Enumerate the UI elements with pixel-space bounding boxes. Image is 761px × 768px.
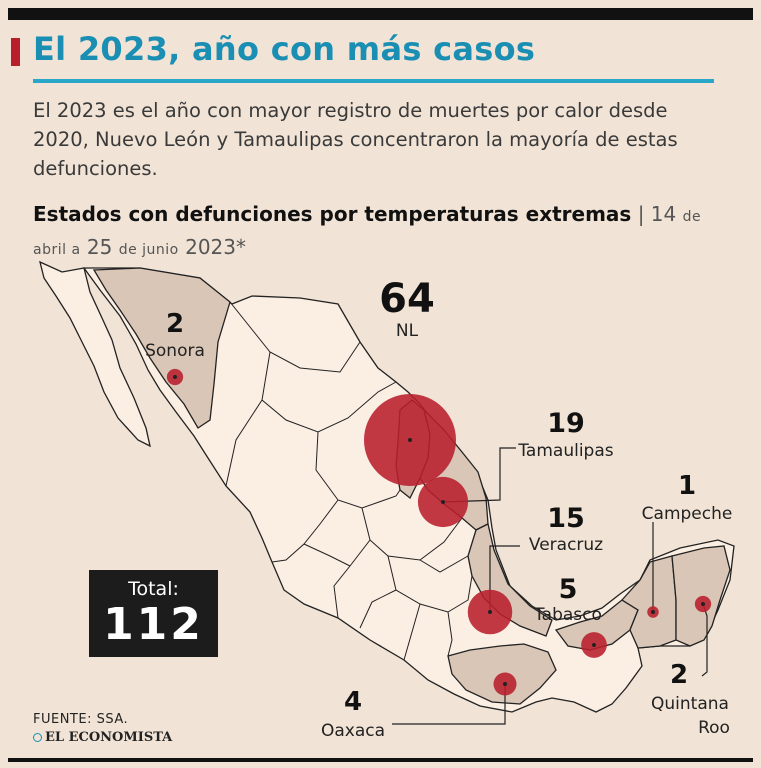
subtitle-year: 2023* [185,235,247,259]
leader-line-tamaulipas [442,447,516,503]
subtitle-separator: | [631,202,651,226]
bubble-center-veracruz [488,610,492,614]
title-rule [33,79,714,83]
source-note: FUENTE: SSA. [33,712,129,727]
top-bar [8,8,753,20]
value-sonora: 2 [166,309,184,339]
subtitle-end-day: 25 [86,235,113,259]
bubble-center-sonora [173,375,177,379]
title-accent [11,38,20,66]
bubble-center-campeche [651,610,655,614]
publisher-logo: EL ECONOMISTA [33,730,172,745]
label-veracruz: Veracruz [529,535,603,555]
value-nl: 64 [379,276,435,322]
value-tabasco: 5 [559,574,578,605]
total-value: 112 [103,599,204,650]
bottom-bar [8,758,753,762]
label-tamaulipas: Tamaulipas [517,441,613,461]
value-tamaulipas: 19 [547,408,585,439]
bubble-center-tabasco [592,643,596,647]
bubble-center-oaxaca [503,682,507,686]
internal-borders [225,301,473,661]
value-veracruz: 15 [547,503,585,534]
total-box: Total: 112 [89,570,218,657]
map-subtitle: Estados con defunciones por temperaturas… [33,199,733,265]
value-oaxaca: 4 [344,687,362,717]
label-sonora: Sonora [145,341,205,361]
value-quintana_roo: 2 [670,660,688,690]
logo-text: EL ECONOMISTA [45,730,173,745]
bubble-center-quintana_roo [701,602,705,606]
bubble-center-nl [408,438,412,442]
label-tabasco: Tabasco [533,605,602,625]
subtitle-start-day: 14 [650,202,677,226]
label-campeche: Campeche [642,504,733,524]
subtitle-bold: Estados con defunciones por temperaturas… [33,202,632,226]
lead-paragraph: El 2023 es el año con mayor registro de … [33,99,678,180]
leader-line-oaxaca [392,684,506,725]
label-quintana_roo: Quintana [651,694,729,714]
subtitle-start-month: de abril a [33,209,702,258]
value-campeche: 1 [678,471,696,501]
quintana-roo-shape [671,545,731,647]
baja-california-shape [39,260,151,448]
page-title: El 2023, año con más casos [33,30,536,68]
label-oaxaca: Oaxaca [321,721,385,741]
label-nl: NL [396,321,419,341]
total-label: Total: [128,578,179,600]
logo-icon [33,733,42,742]
subtitle-end-month: de junio [118,242,179,258]
bubble-center-tamaulipas [441,500,445,504]
sonora-shape [92,267,231,429]
label-line2-quintana_roo: Roo [698,718,730,738]
